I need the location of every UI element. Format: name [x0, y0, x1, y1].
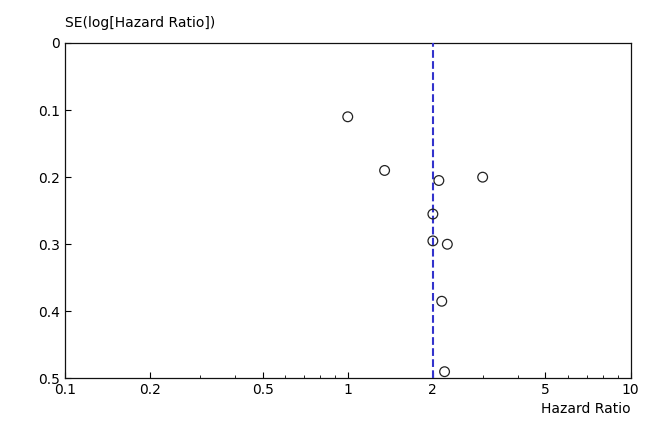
Point: [439, 368, 450, 375]
Point: [478, 174, 488, 181]
Text: SE(log[Hazard Ratio]): SE(log[Hazard Ratio]): [65, 15, 215, 30]
Text: Hazard Ratio: Hazard Ratio: [541, 402, 630, 416]
Point: [428, 237, 438, 244]
Point: [380, 167, 390, 174]
Point: [442, 241, 452, 248]
Point: [437, 298, 447, 305]
Point: [434, 177, 444, 184]
Point: [428, 211, 438, 218]
Point: [343, 114, 353, 120]
